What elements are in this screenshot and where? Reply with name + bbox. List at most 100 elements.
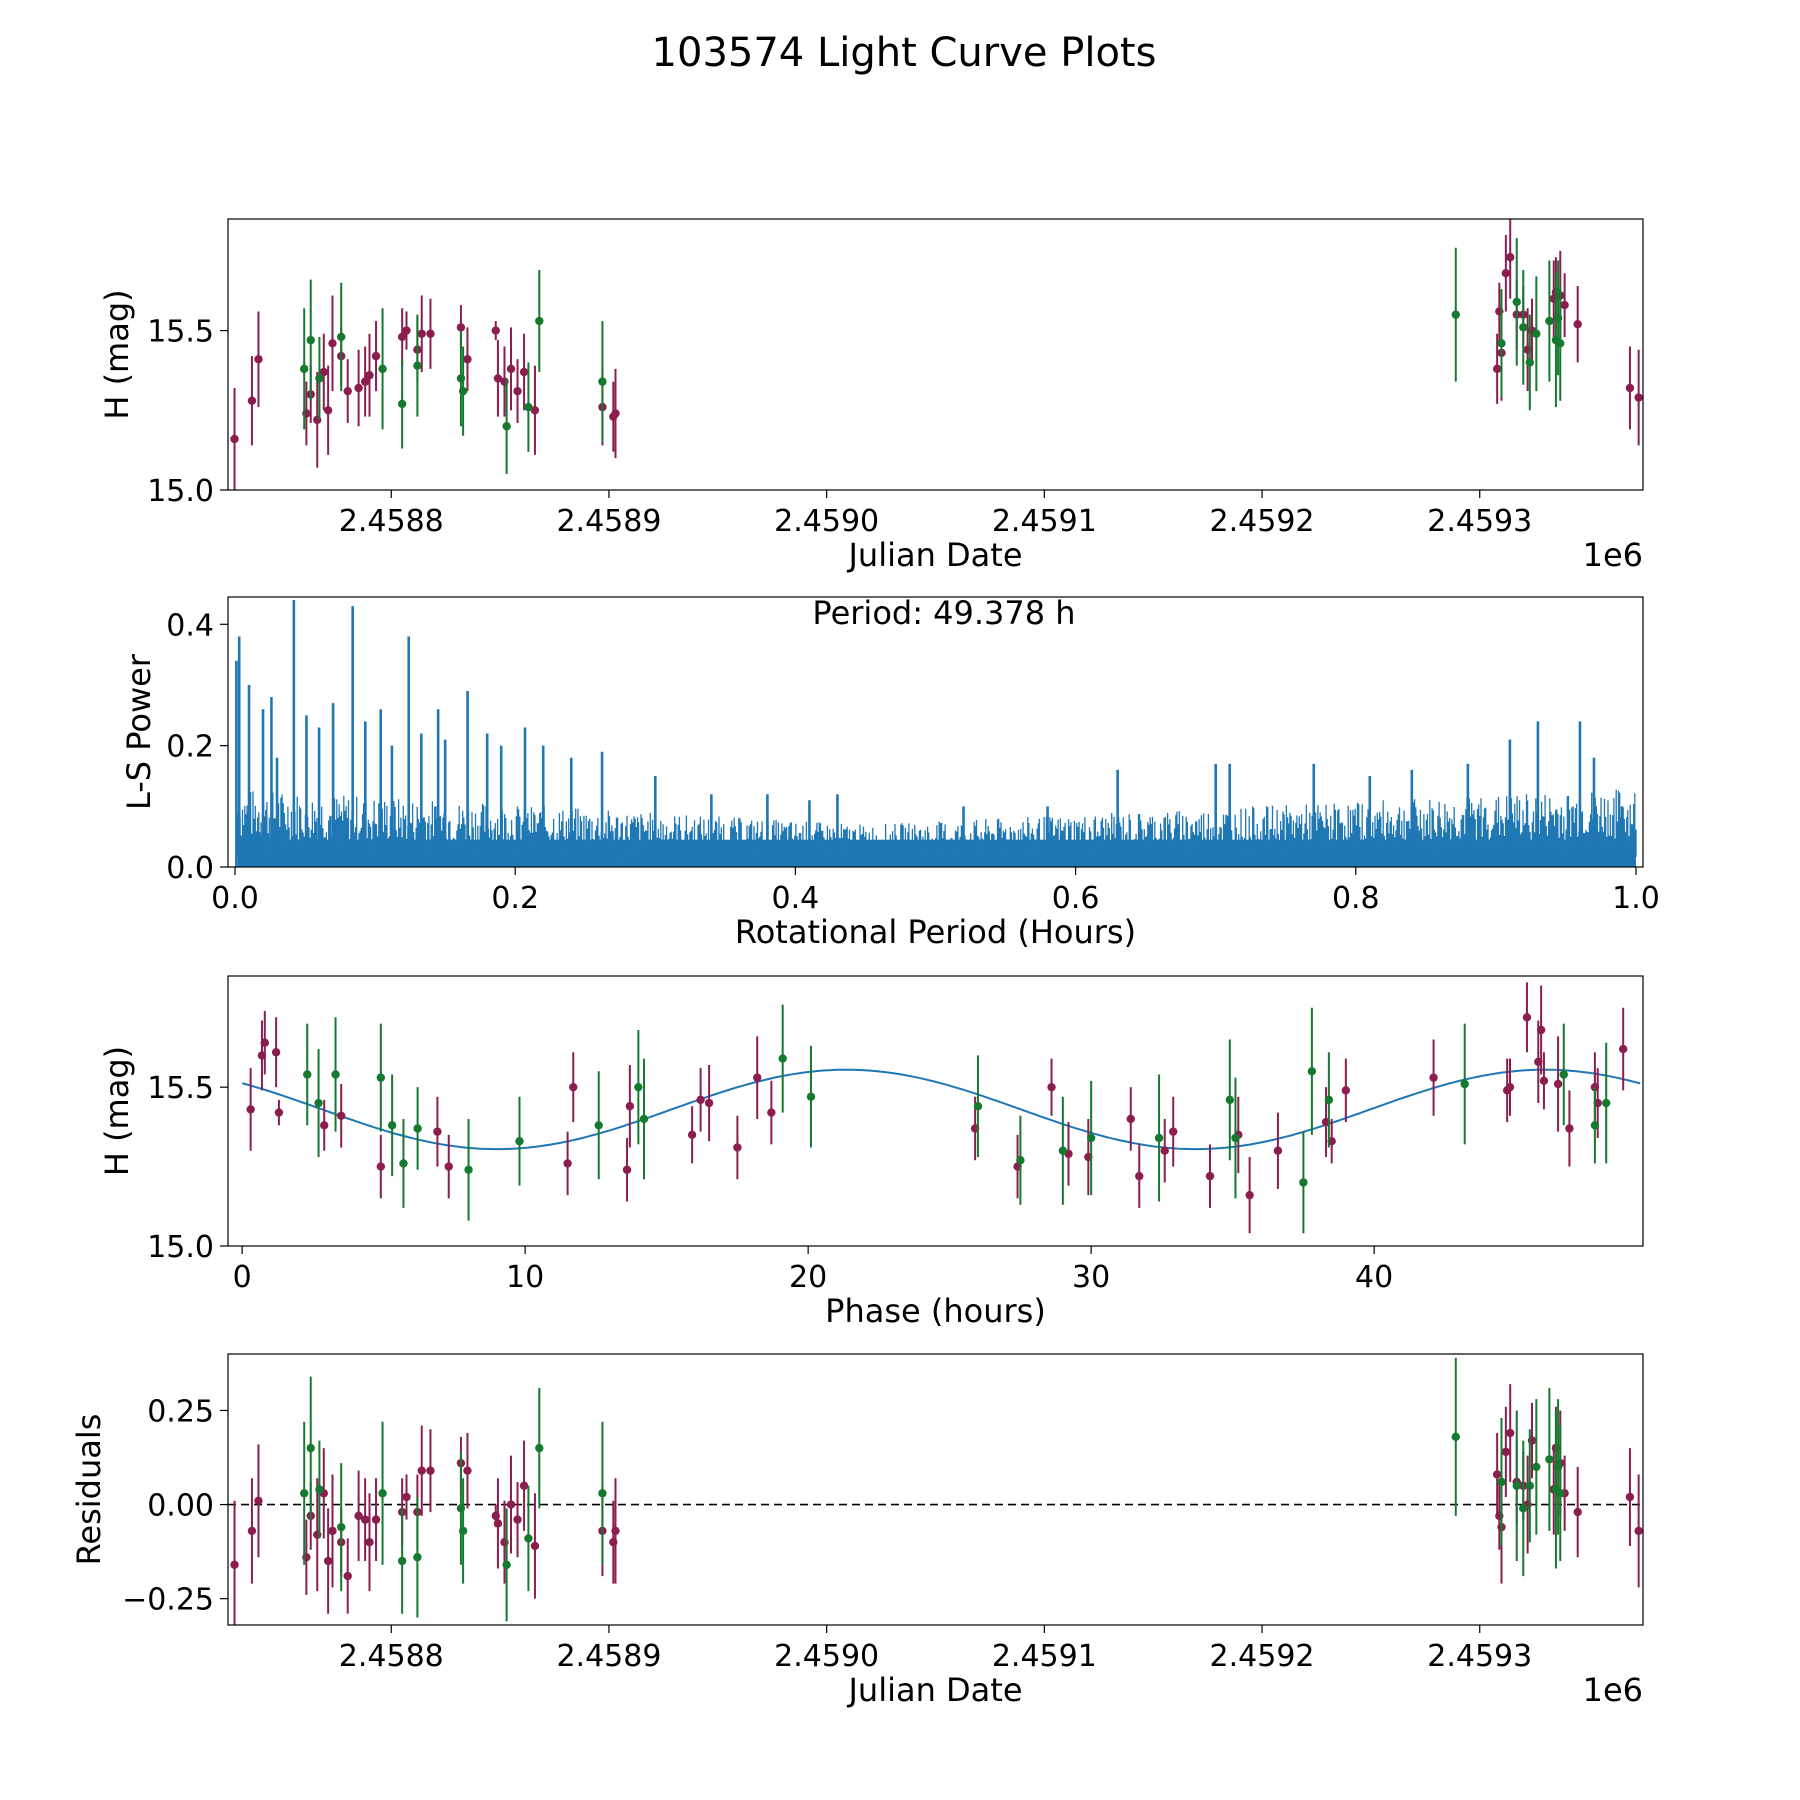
lc-green-point xyxy=(306,335,315,345)
res-green-point xyxy=(535,1443,544,1453)
lc-magenta-point xyxy=(1506,253,1515,262)
phase-magenta-point xyxy=(753,1073,762,1082)
lc-green-point xyxy=(1451,310,1460,319)
lc-x-tick-label: 2.4588 xyxy=(339,504,444,539)
lc-magenta-point xyxy=(343,386,352,396)
phase-green-point xyxy=(1460,1079,1469,1089)
lc-magenta-point xyxy=(360,377,370,386)
phase-green-point xyxy=(464,1165,473,1174)
lc-green-point xyxy=(397,399,407,409)
phase-green-point xyxy=(1602,1098,1611,1108)
lc-green-point xyxy=(315,374,324,383)
res-x-tick-label: 2.4592 xyxy=(1210,1639,1315,1674)
lc-green-point xyxy=(1545,316,1554,326)
period-annotation: Period: 49.378 h xyxy=(812,594,1075,632)
phase-x-tick-label: 0 xyxy=(233,1260,252,1295)
lc-x-tick-label: 2.4591 xyxy=(992,504,1097,539)
res-x-tick-label: 2.4589 xyxy=(556,1639,661,1674)
ls-plot-area xyxy=(235,600,1637,867)
lc-x-tick-label: 2.4589 xyxy=(556,504,661,539)
res-magenta-point xyxy=(417,1466,426,1475)
phase-magenta-point xyxy=(625,1102,635,1111)
phase-green-point xyxy=(1559,1070,1568,1079)
phase-magenta-point xyxy=(1273,1146,1283,1155)
res-magenta-point xyxy=(519,1481,529,1490)
lc-offset-label: 1e6 xyxy=(1583,536,1643,574)
phase-magenta-point xyxy=(260,1038,269,1047)
lc-green-point xyxy=(337,332,346,342)
phase-green-point xyxy=(639,1114,649,1124)
phase-magenta-point xyxy=(1522,1013,1532,1022)
lc-magenta-point xyxy=(417,329,426,338)
lc-green-point xyxy=(524,402,533,412)
res-magenta-point xyxy=(323,1556,333,1566)
lc-magenta-point xyxy=(493,374,503,383)
phase-magenta-point xyxy=(1341,1086,1351,1095)
lc-x-tick-label: 2.4592 xyxy=(1210,504,1315,539)
res-offset-label: 1e6 xyxy=(1583,1671,1643,1709)
phase-magenta-point xyxy=(444,1162,453,1171)
phase-green-point xyxy=(387,1121,397,1130)
phase-green-point xyxy=(1016,1156,1025,1165)
res-green-point xyxy=(1512,1481,1521,1490)
phase-magenta-point xyxy=(696,1095,705,1105)
lc-green-point xyxy=(1556,339,1565,348)
res-green-point xyxy=(524,1534,533,1543)
lc-magenta-point xyxy=(402,326,411,335)
phase-magenta-point xyxy=(704,1098,714,1108)
phase-magenta-point xyxy=(320,1121,329,1130)
res-magenta-point xyxy=(506,1500,516,1509)
res-magenta-point xyxy=(493,1519,503,1528)
res-frame xyxy=(227,1353,1644,1626)
phase-magenta-point xyxy=(569,1082,578,1092)
lc-y-axis-label: H (mag) xyxy=(98,289,136,419)
phase-green-point xyxy=(331,1070,340,1079)
res-green-point xyxy=(1545,1455,1554,1464)
lc-magenta-point xyxy=(426,329,435,338)
res-magenta-point xyxy=(371,1515,381,1524)
res-magenta-point xyxy=(230,1560,239,1569)
lc-green-point xyxy=(598,377,607,386)
res-green-point xyxy=(378,1489,387,1498)
phase-green-point xyxy=(594,1121,603,1130)
light-curve-panel: 2.4588 2.4589 2.4590 2.4591 2.4592 2.4593 15.0… xyxy=(98,218,1644,574)
ls-x-tick-label: 0.0 xyxy=(211,881,259,916)
phase-magenta-point xyxy=(1553,1079,1563,1089)
ls-y-tick-label: 0.2 xyxy=(166,730,214,765)
lc-magenta-point xyxy=(319,367,328,377)
phase-magenta-point xyxy=(622,1165,632,1174)
phase-magenta-point xyxy=(246,1105,255,1114)
lc-magenta-point xyxy=(491,326,500,335)
phase-magenta-point xyxy=(433,1127,442,1136)
phase-magenta-point xyxy=(1536,1025,1546,1035)
lc-green-point xyxy=(1525,358,1535,367)
figure-title: 103574 Light Curve Plots xyxy=(652,30,1157,76)
lc-magenta-point xyxy=(247,396,257,405)
res-y-tick-label: −0.25 xyxy=(122,1583,214,1618)
phase-green-point xyxy=(973,1102,983,1111)
res-magenta-point xyxy=(1573,1507,1582,1517)
phase-green-point xyxy=(1086,1133,1096,1143)
phase-green-point xyxy=(1225,1095,1235,1105)
phase-x-tick-label: 10 xyxy=(506,1260,544,1295)
phase-magenta-point xyxy=(337,1111,346,1120)
phase-green-point xyxy=(778,1054,787,1063)
lc-magenta-point xyxy=(371,351,381,361)
lc-magenta-point xyxy=(328,339,337,348)
lc-magenta-point xyxy=(1634,393,1643,402)
lc-magenta-point xyxy=(365,371,374,380)
lc-magenta-point xyxy=(456,323,466,332)
phase-x-axis-label: Phase (hours) xyxy=(825,1292,1046,1330)
phase-green-point xyxy=(413,1124,422,1133)
lc-magenta-point xyxy=(1501,269,1511,278)
phase-plot-area xyxy=(241,982,1641,1234)
lc-magenta-point xyxy=(513,386,522,396)
phase-magenta-point xyxy=(733,1143,742,1152)
res-green-point xyxy=(299,1489,309,1498)
res-green-point xyxy=(306,1443,315,1453)
lc-magenta-point xyxy=(506,364,516,374)
lc-magenta-point xyxy=(1625,383,1635,393)
phase-green-point xyxy=(1058,1146,1068,1155)
lc-magenta-point xyxy=(230,434,239,444)
